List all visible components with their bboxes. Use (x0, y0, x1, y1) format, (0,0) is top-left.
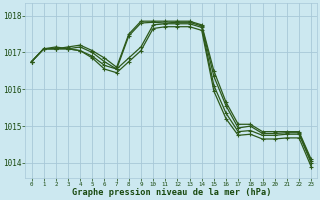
X-axis label: Graphe pression niveau de la mer (hPa): Graphe pression niveau de la mer (hPa) (72, 188, 271, 197)
